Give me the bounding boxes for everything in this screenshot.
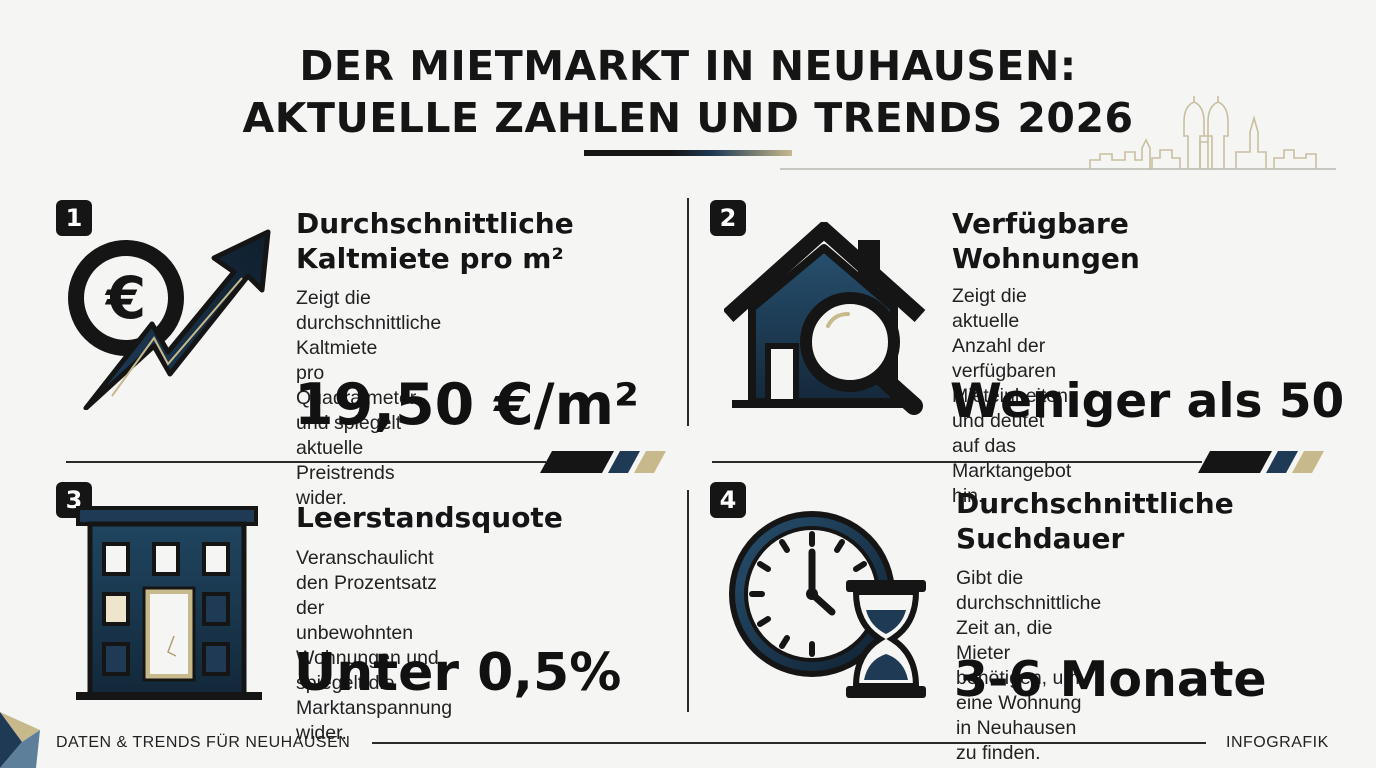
footer-left-text: DATEN & TRENDS FÜR NEUHAUSEN (56, 734, 351, 751)
title-line-1: DER MIETMARKT IN NEUHAUSEN: (299, 42, 1077, 90)
euro-trend-arrow-icon: € (68, 229, 271, 410)
card-description-3: aktuelle Preistrends wider. (296, 437, 395, 509)
page-title: DER MIETMARKT IN NEUHAUSEN: AKTUELLE ZAH… (0, 40, 1376, 144)
apartment-building-icon (76, 506, 262, 700)
card-value: Unter 0,5% (294, 643, 622, 703)
card-number-badge: 2 (710, 200, 746, 236)
card-heading-2: Wohnungen (952, 242, 1140, 275)
card-description-2: pro Quadratmeter und spiegelt (296, 362, 417, 434)
footer-right-text: INFOGRAFIK (1226, 734, 1329, 751)
divider-stripes-right (1198, 451, 1324, 473)
card-description: Veranschaulicht den Prozentsatz der (296, 547, 437, 619)
vertical-divider-bottom (687, 490, 689, 712)
card-description-2: Mieter benötigen, um eine Wohnung (956, 642, 1082, 714)
card-value: 3-6 Monate (954, 651, 1267, 708)
card-description: Gibt die durchschnittliche Zeit an, die (956, 567, 1102, 639)
divider-stripes-left (540, 451, 666, 473)
city-skyline-icon (780, 96, 1336, 170)
clock-hourglass-icon (729, 511, 926, 698)
corner-logo-icon (0, 712, 40, 768)
footer-divider (372, 742, 1206, 744)
card-description: Zeigt die durchschnittliche Kaltmiete (296, 287, 442, 359)
card-number-badge: 4 (710, 482, 746, 518)
card-description-2: verfügbaren Mieteinheiten und deutet (952, 360, 1068, 432)
card-heading: Leerstandsquote (296, 501, 563, 534)
card-value: 19,50 €/m² (294, 372, 639, 438)
horizontal-divider-left (66, 461, 546, 463)
card-heading: Verfügbare (952, 207, 1129, 240)
horizontal-divider-right (712, 461, 1202, 463)
title-line-2: AKTUELLE ZAHLEN UND TRENDS 2026 (242, 94, 1134, 142)
card-number-badge: 1 (56, 200, 92, 236)
card-heading: Durchschnittliche (296, 207, 574, 240)
card-value: Weniger als 50 (950, 374, 1345, 429)
card-heading-2: Kaltmiete pro m² (296, 242, 564, 275)
card-description: Zeigt die aktuelle Anzahl der (952, 285, 1046, 357)
card-heading-2: Suchdauer (956, 522, 1125, 555)
vertical-divider-top (687, 198, 689, 426)
card-description-3: auf das Marktangebot hin. (952, 435, 1072, 507)
svg-text:€: € (104, 264, 146, 332)
card-description-2: unbewohnten Wohnungen und (296, 622, 439, 669)
card-description-3: spiegelt die Marktanspannung wider. (296, 672, 453, 744)
card-description-3: in Neuhausen zu finden. (956, 717, 1077, 764)
title-underline (584, 150, 792, 156)
house-magnifier-icon (724, 222, 926, 415)
card-heading: Durchschnittliche (956, 487, 1234, 520)
